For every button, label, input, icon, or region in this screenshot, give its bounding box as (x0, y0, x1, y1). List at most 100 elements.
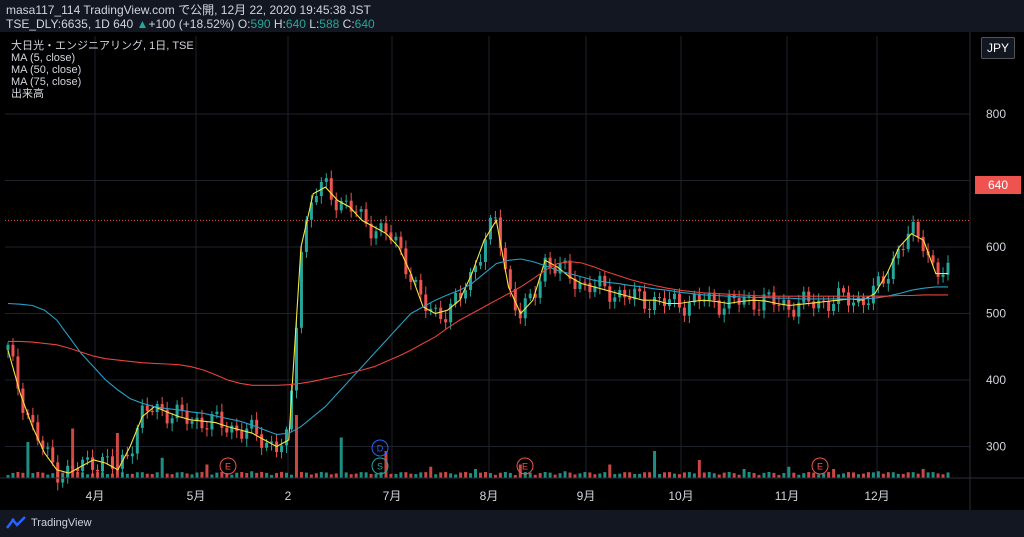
volume-bar (772, 472, 776, 478)
volume-bar (563, 471, 567, 478)
candle-body (832, 303, 836, 312)
candle-body (76, 468, 80, 471)
change-arrow: ▲ (136, 17, 149, 31)
x-tick-label: 2 (285, 489, 292, 503)
volume-bar (369, 474, 373, 478)
tradingview-brand[interactable]: TradingView (6, 516, 92, 530)
candle-body (712, 292, 716, 301)
volume-bar (414, 474, 418, 478)
candle-body (817, 300, 821, 309)
volume-bar (429, 466, 433, 478)
candle-body (245, 428, 249, 439)
candle-body (265, 442, 269, 448)
volume-bar (449, 473, 453, 478)
candle-body (329, 178, 333, 200)
legend-ma50[interactable]: MA (50, close) (11, 64, 82, 76)
candle-body (792, 309, 796, 317)
candle-body (444, 319, 448, 323)
volume-bar (832, 469, 836, 478)
candle-body (787, 299, 791, 310)
candle-body (941, 274, 945, 277)
event-markers: E DS E E (219, 439, 829, 475)
candle-body (687, 302, 691, 316)
volume-bar (434, 474, 438, 478)
legend-ma75[interactable]: MA (75, close) (11, 76, 82, 88)
volume-bar (399, 472, 403, 478)
volume-bar (613, 474, 617, 478)
volume-bar (145, 473, 149, 478)
chart-legend: 大日光・エンジニアリング, 1日, TSE MA (5, close) MA (… (11, 40, 194, 100)
candle-body (61, 477, 65, 483)
candle-body (946, 262, 950, 275)
volume-bar (140, 472, 144, 478)
candle-body (91, 457, 95, 470)
candle-body (757, 309, 761, 311)
volume-bar (618, 473, 622, 478)
price-chart[interactable]: 300400500600700800 4月5月27月8月9月10月11月12月 … (0, 32, 1024, 510)
candle-body (314, 196, 318, 203)
candle-body (230, 425, 234, 433)
candle-body (558, 263, 562, 274)
candle-body (702, 300, 706, 302)
candle-body (653, 296, 657, 311)
candle-body (394, 236, 398, 241)
candle-body (936, 262, 940, 277)
candle-body (827, 301, 831, 312)
candle-body (369, 223, 373, 239)
volume-bar (667, 472, 671, 478)
ma-line (7, 258, 948, 436)
volume-bar (886, 472, 890, 478)
candle-body (538, 281, 542, 298)
candle-body (588, 283, 592, 293)
volume-bar (454, 474, 458, 478)
volume-bar (663, 472, 667, 478)
candle-body (682, 307, 686, 316)
x-tick-label: 4月 (86, 489, 105, 503)
candle-body (454, 292, 458, 304)
publish-info: masa117_114 TradingView.com で公開, 12月 22,… (6, 3, 371, 17)
volume-bar (235, 472, 239, 478)
candle-body (51, 447, 55, 463)
open-label: O: (237, 17, 251, 31)
candle-body (344, 200, 348, 202)
y-tick-label: 600 (986, 240, 1006, 254)
currency-button[interactable]: JPY (981, 37, 1015, 59)
candle-body (294, 327, 298, 391)
candle-body (374, 231, 378, 239)
candle-body (493, 217, 497, 219)
volume-bar (339, 437, 343, 478)
volume-bar (787, 466, 791, 478)
candle-body (513, 288, 517, 311)
legend-volume[interactable]: 出来高 (11, 88, 44, 100)
volume-bar (911, 472, 915, 478)
legend-ma5[interactable]: MA (5, close) (11, 52, 76, 64)
volume-bar (717, 474, 721, 478)
candlesticks (6, 170, 950, 491)
candle-body (921, 236, 925, 252)
candle-body (36, 422, 40, 441)
volume-bar (732, 473, 736, 478)
volume-bar (896, 473, 900, 478)
candle-body (623, 289, 627, 298)
event-marker (219, 457, 237, 475)
volume-bar (936, 473, 940, 478)
volume-bar (603, 472, 607, 478)
volume-bar (86, 474, 90, 478)
candle-body (66, 465, 70, 478)
candle-body (518, 310, 522, 319)
candle-body (16, 356, 20, 389)
candle-body (747, 296, 751, 298)
volume-bar (628, 472, 632, 478)
event-marker-label: E (522, 462, 528, 472)
candle-body (190, 421, 194, 424)
candle-body (568, 260, 572, 279)
candle-body (170, 418, 174, 424)
x-tick-label: 11月 (775, 489, 799, 503)
candle-body (782, 299, 786, 306)
volume-bar (623, 472, 627, 478)
volume-bar (658, 474, 662, 478)
candle-body (349, 200, 353, 212)
volume-bar (573, 474, 577, 478)
candle-body (663, 298, 667, 307)
candle-body (498, 217, 502, 249)
